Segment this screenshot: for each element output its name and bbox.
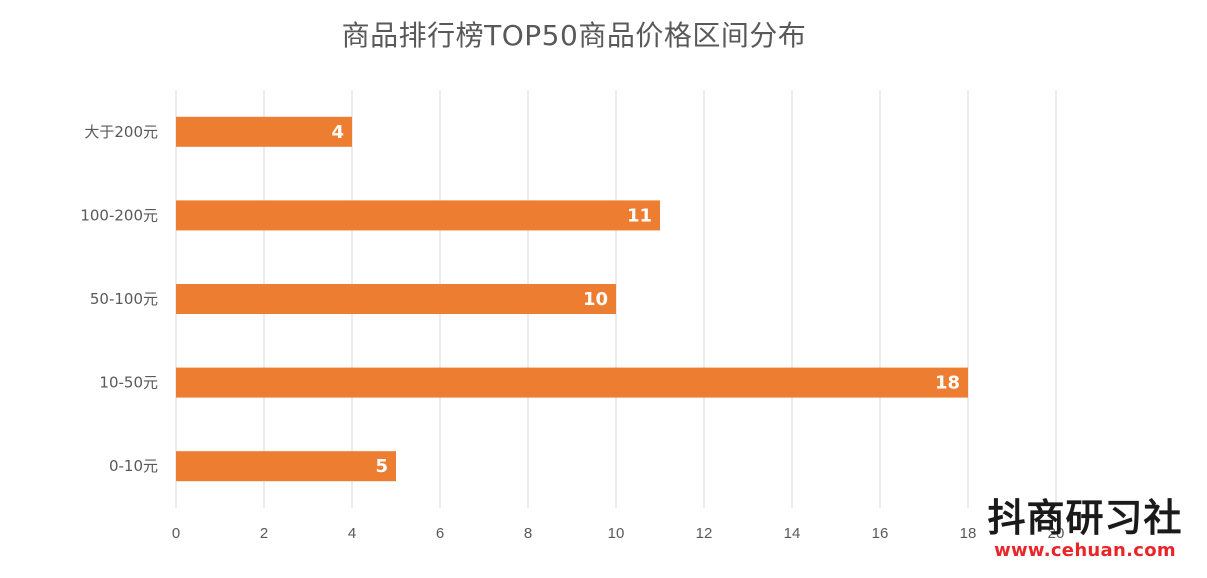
category-label: 50-100元 [90, 290, 158, 308]
x-tick-label: 20 [1048, 525, 1065, 542]
x-tick-label: 2 [260, 525, 268, 542]
bar-data-label: 18 [935, 373, 960, 394]
x-tick-label: 8 [524, 525, 532, 542]
x-tick-label: 14 [784, 525, 801, 542]
x-tick-label: 6 [436, 525, 444, 542]
category-label: 大于200元 [84, 123, 158, 141]
bar-data-label: 10 [583, 289, 608, 310]
bars [176, 116, 968, 482]
category-label: 10-50元 [99, 374, 158, 392]
chart-title: 商品排行榜TOP50商品价格区间分布 [341, 19, 807, 52]
bar-data-label: 4 [331, 122, 344, 143]
x-tick-label: 18 [960, 525, 977, 542]
value-axis: 0 2 4 6 8 10 12 14 16 18 20 [172, 525, 1065, 542]
bar [176, 367, 968, 398]
bar [176, 284, 616, 314]
x-tick-label: 10 [608, 525, 625, 542]
data-labels: 5 18 10 11 4 [331, 122, 960, 477]
x-tick-label: 0 [172, 525, 180, 542]
category-label: 100-200元 [80, 206, 158, 224]
category-label: 0-10元 [109, 457, 158, 475]
x-tick-label: 12 [696, 525, 713, 542]
bar-data-label: 5 [375, 456, 388, 477]
x-tick-label: 16 [872, 525, 889, 542]
bar [176, 451, 396, 482]
bar [176, 116, 352, 147]
bar [176, 200, 660, 231]
bar-data-label: 11 [627, 205, 652, 226]
x-tick-label: 4 [348, 525, 356, 542]
